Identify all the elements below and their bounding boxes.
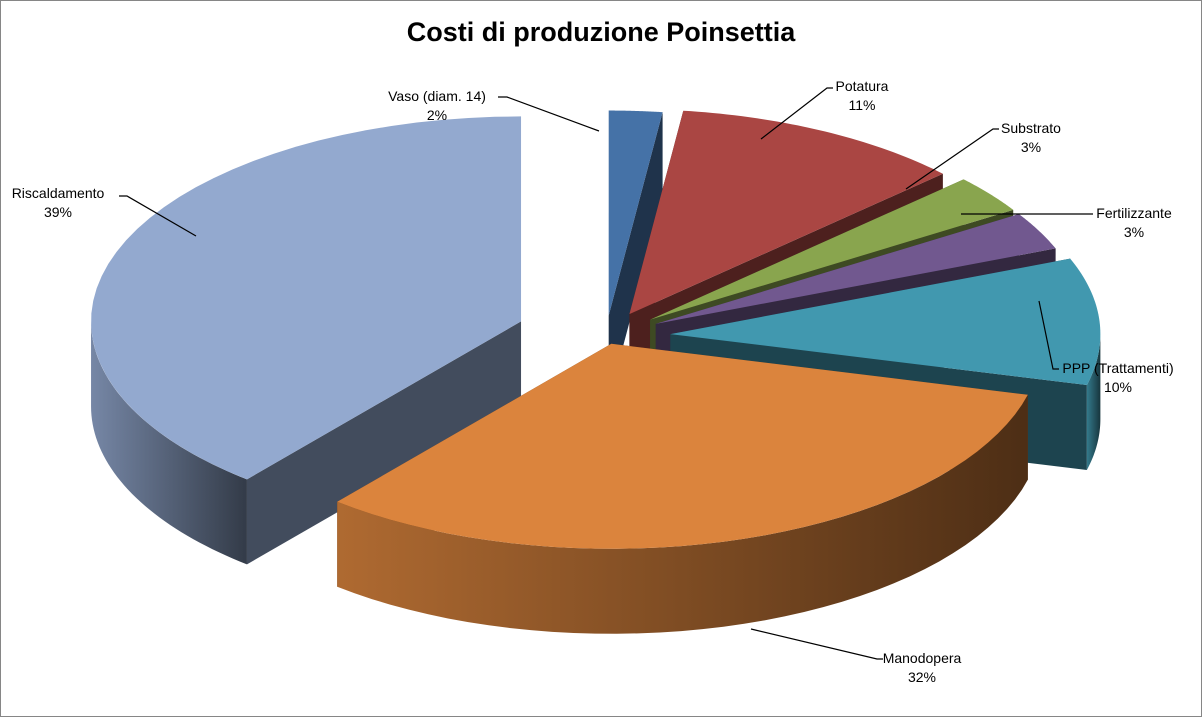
- data-label: Substrato 3%: [1001, 119, 1061, 157]
- chart-title: Costi di produzione Poinsettia: [406, 17, 796, 47]
- slice-side-wall: [608, 112, 663, 401]
- slice-side-wall: [246, 321, 522, 565]
- leader-line: [1038, 300, 1059, 370]
- data-label: Riscaldamento 39%: [12, 184, 105, 222]
- data-label-name: Riscaldamento: [11, 185, 105, 201]
- slice-outer-wall: [337, 394, 1028, 634]
- slice-top: [655, 214, 1056, 324]
- data-label-name: Manodopera: [882, 650, 962, 666]
- data-label-name: Substrato: [1001, 120, 1061, 136]
- slice-top: [670, 258, 1101, 386]
- slice-top: [337, 343, 1028, 549]
- data-label-value: 32%: [907, 669, 937, 685]
- slice-riscaldamento: [91, 116, 522, 565]
- data-label: Fertilizzante 3%: [1096, 204, 1171, 242]
- data-label-value: 11%: [848, 97, 876, 113]
- data-label-value: 2%: [426, 107, 448, 123]
- slice-manodopera: [337, 343, 1028, 634]
- leader-line: [905, 128, 999, 190]
- data-label-name: Potatura: [835, 78, 889, 94]
- slice-top: [91, 116, 522, 480]
- slice-top: [608, 110, 663, 316]
- leader-line: [760, 87, 833, 140]
- slice-outer-wall: [91, 321, 247, 565]
- data-label: Vaso (diam. 14) 2%: [388, 87, 486, 125]
- data-label-value: 39%: [43, 204, 73, 220]
- data-label-name: Vaso (diam. 14): [388, 88, 486, 104]
- slice-top: [650, 179, 1014, 320]
- data-label: PPP (Trattamenti) 10%: [1062, 359, 1173, 397]
- data-label: Potatura 11%: [836, 77, 889, 115]
- data-label-value: 10%: [1103, 379, 1133, 395]
- data-label-value: 3%: [1020, 139, 1042, 155]
- leader-line: [750, 628, 883, 660]
- slice-outer-wall: [1086, 334, 1101, 471]
- slice-vaso-diam-14-: [608, 110, 663, 401]
- data-label: Manodopera 32%: [883, 649, 962, 687]
- data-label-name: Fertilizzante: [1096, 205, 1172, 221]
- leader-line: [119, 195, 197, 237]
- data-label-value: 3%: [1123, 224, 1145, 240]
- leader-line: [498, 96, 600, 132]
- slice-top: [629, 110, 943, 315]
- data-label-name: PPP (Trattamenti): [1062, 360, 1174, 376]
